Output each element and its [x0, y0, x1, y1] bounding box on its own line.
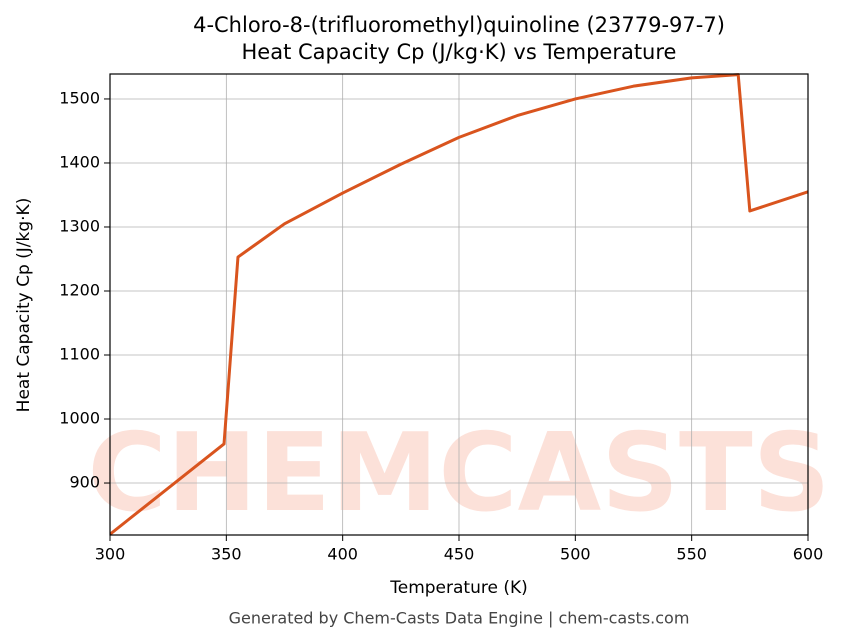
x-tick-label: 350: [211, 545, 242, 564]
y-axis-label: Heat Capacity Cp (J/kg·K): [14, 198, 34, 413]
y-tick-label: 1200: [59, 280, 100, 299]
x-axis-label: Temperature (K): [389, 578, 528, 598]
x-tick-label: 450: [444, 545, 475, 564]
y-tick-label: 1400: [59, 152, 100, 171]
data-line: [110, 73, 808, 535]
y-tick-label: 900: [69, 473, 100, 492]
footer: Generated by Chem-Casts Data Engine | ch…: [229, 609, 690, 628]
chart-subtitle: Heat Capacity Cp (J/kg·K) vs Temperature: [242, 40, 677, 64]
y-tick-label: 1100: [59, 345, 100, 364]
y-tick-label: 1300: [59, 216, 100, 235]
x-tick-label: 500: [560, 545, 591, 564]
chart-title: 4-Chloro-8-(trifluoromethyl)quinoline (2…: [193, 13, 725, 37]
x-tick-label: 300: [95, 545, 126, 564]
x-tick-label: 600: [793, 545, 824, 564]
x-tick-label: 400: [327, 545, 358, 564]
plot-frame: [109, 73, 809, 536]
y-tick-label: 1000: [59, 409, 100, 428]
y-tick-label: 1500: [59, 88, 100, 107]
x-tick-label: 550: [676, 545, 707, 564]
